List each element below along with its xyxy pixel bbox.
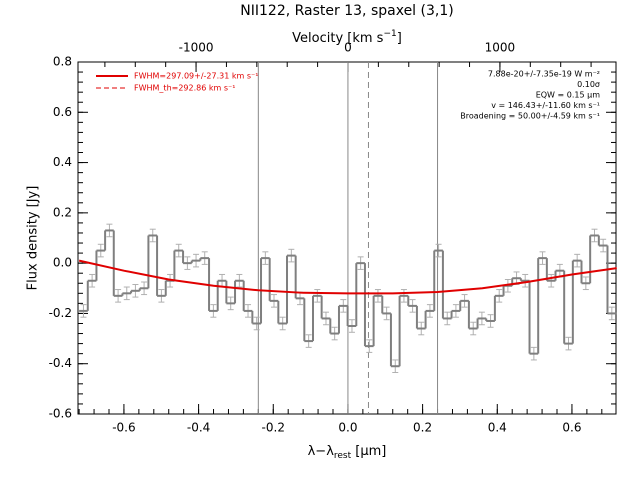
y-tick-label: 0.2 [53, 205, 72, 219]
annotation: 0.10σ [577, 80, 600, 89]
y-axis-label: Flux density [Jy] [26, 186, 41, 291]
chart-title: NII122, Raster 13, spaxel (3,1) [240, 3, 453, 19]
x-tick-label: 0.0 [338, 421, 357, 435]
x-tick-label: -0.6 [112, 421, 135, 435]
y-tick-label: 0.4 [53, 155, 72, 169]
x-label-main: λ−λ [308, 444, 335, 459]
annotation: EQW = 0.15 μm [536, 91, 600, 100]
legend-label: FWHM=297.09+/-27.31 km s⁻¹ [134, 72, 258, 81]
x2-tick-label: 1000 [485, 41, 516, 55]
y-tick-label: 0.6 [53, 105, 72, 119]
x2-label-main: Velocity [km s [292, 31, 384, 46]
y-tick-label: -0.4 [49, 356, 72, 370]
x-tick-label: -0.2 [262, 421, 285, 435]
x2-axis-label: Velocity [km s−1] [292, 29, 402, 46]
fit-line [78, 259, 617, 295]
x2-tick-label: 0 [344, 41, 352, 55]
x-tick-label: 0.6 [562, 421, 581, 435]
x2-label-end: ] [397, 31, 402, 46]
x-tick-label: 0.2 [413, 421, 432, 435]
x2-tick-label: -1000 [179, 41, 214, 55]
y-tick-label: -0.2 [49, 306, 72, 320]
x-label-sub: rest [334, 451, 352, 461]
x2-label-sup: −1 [383, 29, 396, 39]
annotation: 7.88e-20+/-7.35e-19 W m⁻² [488, 70, 600, 79]
plot-frame [77, 61, 617, 415]
y-tick-label: 0.0 [53, 256, 72, 270]
annotation: v = 146.43+/-11.60 km s⁻¹ [491, 101, 600, 110]
x-tick-label: -0.4 [187, 421, 210, 435]
legend-label: FWHM_th=292.86 km s⁻¹ [134, 84, 235, 93]
y-tick-label: -0.6 [49, 407, 72, 421]
annotation: Broadening = 50.00+/-4.59 km s⁻¹ [460, 112, 600, 121]
x-label-unit: [μm] [351, 444, 386, 459]
x-tick-label: 0.4 [488, 421, 507, 435]
y-tick-label: 0.8 [53, 55, 72, 69]
x-axis-label: λ−λrest [μm] [308, 444, 387, 461]
